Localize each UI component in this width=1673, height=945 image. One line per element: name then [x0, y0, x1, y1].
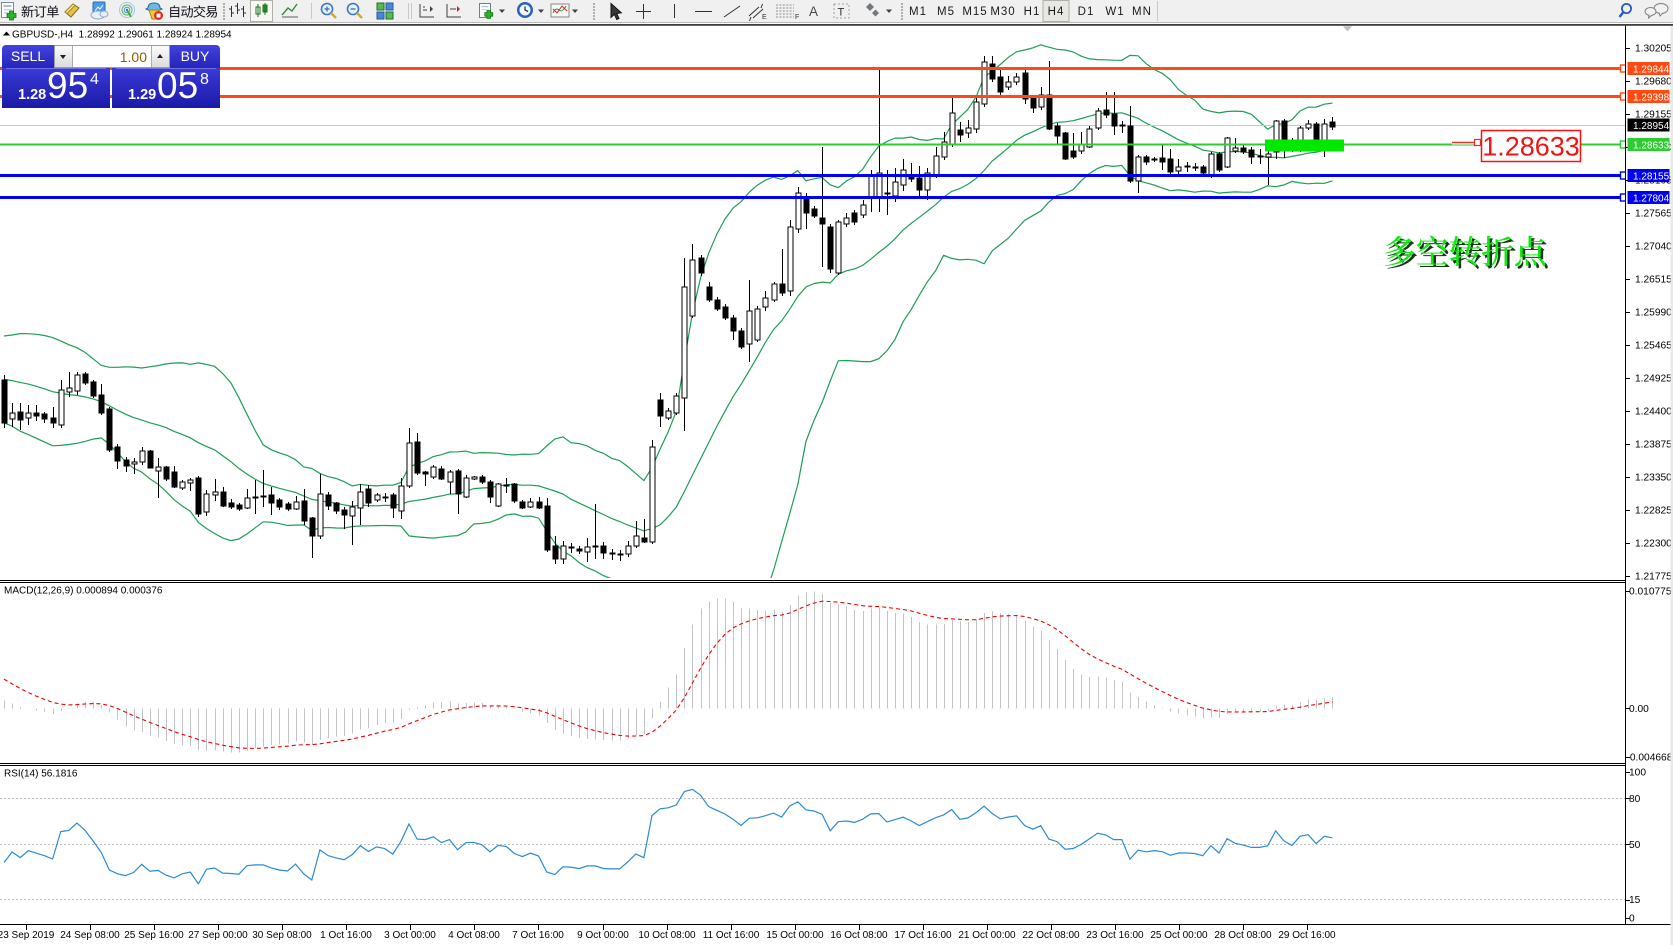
- svg-text:M5: M5: [937, 6, 955, 18]
- svg-text:1.27040: 1.27040: [1635, 242, 1672, 253]
- svg-text:0.010775: 0.010775: [1629, 587, 1672, 598]
- svg-text:11 Oct 16:00: 11 Oct 16:00: [703, 930, 760, 941]
- svg-text:1.27804: 1.27804: [1633, 193, 1670, 204]
- svg-text:16 Oct 08:00: 16 Oct 08:00: [830, 930, 888, 941]
- svg-text:1.29680: 1.29680: [1635, 77, 1672, 88]
- svg-text:9 Oct 00:00: 9 Oct 00:00: [577, 930, 629, 941]
- svg-text:1.29398: 1.29398: [1633, 92, 1670, 103]
- svg-text:E: E: [762, 14, 767, 21]
- svg-text:1.22825: 1.22825: [1635, 506, 1672, 517]
- svg-text:1.29844: 1.29844: [1633, 64, 1670, 75]
- svg-text:H4: H4: [1048, 6, 1065, 18]
- svg-text:M30: M30: [990, 6, 1015, 18]
- svg-text:1.27565: 1.27565: [1635, 209, 1672, 220]
- svg-text:15 Oct 00:00: 15 Oct 00:00: [766, 930, 824, 941]
- svg-text:21 Oct 00:00: 21 Oct 00:00: [958, 930, 1016, 941]
- svg-text:1.23875: 1.23875: [1635, 440, 1672, 451]
- svg-text:-0.004668: -0.004668: [1627, 753, 1673, 764]
- svg-text:10 Oct 08:00: 10 Oct 08:00: [638, 930, 696, 941]
- svg-text:H1: H1: [1024, 6, 1041, 18]
- svg-text:80: 80: [1629, 794, 1641, 805]
- svg-text:1.28954: 1.28954: [1633, 121, 1670, 132]
- svg-text:GBPUSD-,H4 1.28992 1.29061 1.: GBPUSD-,H4 1.28992 1.29061 1.28924 1.289…: [12, 30, 232, 41]
- svg-text:30 Sep 08:00: 30 Sep 08:00: [252, 930, 312, 941]
- svg-text:22 Oct 08:00: 22 Oct 08:00: [1022, 930, 1080, 941]
- svg-text:23 Sep 2019: 23 Sep 2019: [0, 930, 55, 941]
- svg-text:50: 50: [1629, 840, 1641, 851]
- svg-text:4 Oct 08:00: 4 Oct 08:00: [448, 930, 500, 941]
- svg-text:T: T: [838, 7, 845, 19]
- svg-text:7 Oct 16:00: 7 Oct 16:00: [512, 930, 564, 941]
- svg-text:0.00: 0.00: [1629, 704, 1649, 715]
- svg-text:15: 15: [1629, 895, 1641, 906]
- svg-text:W1: W1: [1105, 6, 1124, 18]
- svg-text:100: 100: [1629, 768, 1646, 779]
- svg-text:23 Oct 16:00: 23 Oct 16:00: [1086, 930, 1144, 941]
- svg-text:27 Sep 00:00: 27 Sep 00:00: [188, 930, 248, 941]
- svg-text:1.28633: 1.28633: [1482, 132, 1580, 162]
- svg-text:MACD(12,26,9) 0.000894 0.00037: MACD(12,26,9) 0.000894 0.000376: [4, 586, 163, 597]
- svg-text:1.22300: 1.22300: [1635, 539, 1672, 550]
- svg-text:1 Oct 16:00: 1 Oct 16:00: [320, 930, 372, 941]
- svg-text:17 Oct 16:00: 17 Oct 16:00: [894, 930, 952, 941]
- svg-text:1.24925: 1.24925: [1635, 374, 1672, 385]
- svg-text:1.28155: 1.28155: [1633, 171, 1670, 182]
- svg-text:1.21775: 1.21775: [1635, 572, 1672, 583]
- svg-text:3 Oct 00:00: 3 Oct 00:00: [384, 930, 436, 941]
- svg-text:25 Sep 16:00: 25 Sep 16:00: [124, 930, 184, 941]
- svg-text:25 Oct 00:00: 25 Oct 00:00: [1150, 930, 1208, 941]
- svg-text:1.28633: 1.28633: [1633, 140, 1670, 151]
- svg-text:1.25465: 1.25465: [1635, 341, 1672, 352]
- svg-text:F: F: [795, 14, 799, 21]
- svg-text:29 Oct 16:00: 29 Oct 16:00: [1278, 930, 1336, 941]
- svg-text:M1: M1: [909, 6, 927, 18]
- svg-text:1.24400: 1.24400: [1635, 407, 1672, 418]
- svg-text:A: A: [809, 4, 818, 19]
- svg-text:1.25990: 1.25990: [1635, 308, 1672, 319]
- svg-text:1.29155: 1.29155: [1635, 110, 1672, 121]
- svg-text:RSI(14) 56.1816: RSI(14) 56.1816: [4, 769, 78, 780]
- svg-text:0: 0: [1629, 914, 1635, 925]
- svg-text:1.23350: 1.23350: [1635, 473, 1672, 484]
- svg-text:D1: D1: [1078, 6, 1095, 18]
- svg-text:24 Sep 08:00: 24 Sep 08:00: [60, 930, 120, 941]
- svg-text:1.26515: 1.26515: [1635, 275, 1672, 286]
- svg-text:M15: M15: [962, 6, 987, 18]
- svg-text:MN: MN: [1132, 6, 1152, 18]
- svg-text:1.30205: 1.30205: [1635, 44, 1672, 55]
- svg-text:28 Oct 08:00: 28 Oct 08:00: [1214, 930, 1272, 941]
